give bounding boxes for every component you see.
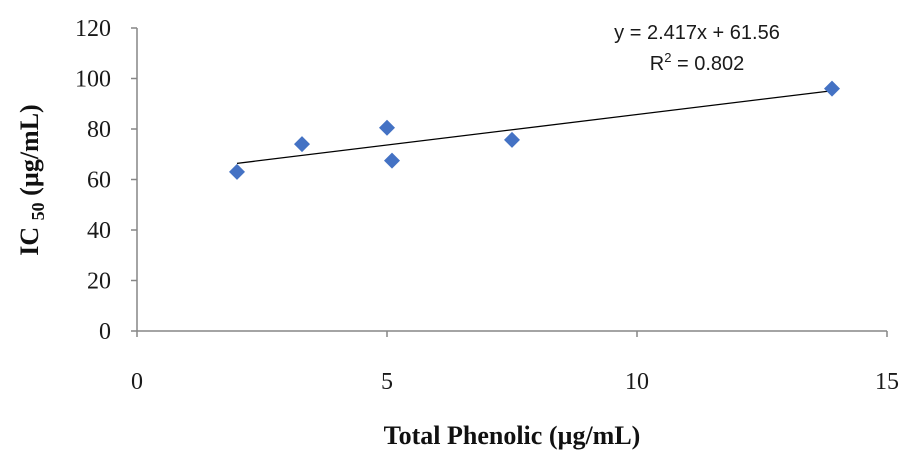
r2-label: R [650,53,664,75]
y-axis-title-subscript: 50 [28,202,48,220]
y-tick-label: 100 [75,67,111,93]
y-ticks: 0 20 40 60 80 100 120 [75,16,137,345]
y-tick-label: 120 [75,16,111,42]
data-points [229,80,840,180]
y-axis-title: IC 50 (µg/mL) [15,104,48,255]
y-tick-label: 0 [99,319,111,345]
plot-area: 0 5 10 15 0 20 40 60 80 100 120 [75,16,899,395]
x-tick-label: 5 [381,369,393,395]
data-point [384,152,400,169]
r2-value: = 0.802 [671,53,744,75]
data-point [229,163,245,180]
trendline-equation: y = 2.417x + 61.56 [614,22,780,44]
x-tick-label: 15 [875,369,899,395]
y-tick-label: 80 [87,117,111,143]
data-point [824,80,840,97]
y-tick-label: 40 [87,218,111,244]
data-point [294,136,310,153]
trendline [236,90,833,165]
y-tick-label: 60 [87,168,111,194]
y-axis-title-main: IC [15,220,44,255]
y-axis-title-unit: (µg/mL) [15,104,44,202]
data-point [504,131,520,148]
x-axis-title: Total Phenolic (µg/mL) [384,421,641,450]
x-tick-label: 0 [131,369,143,395]
x-ticks: 0 5 10 15 [131,331,899,395]
y-tick-label: 20 [87,269,111,295]
x-tick-label: 10 [625,369,649,395]
r2-superscript: 2 [664,50,671,65]
data-point [379,119,395,136]
trendline-r2: R2 = 0.802 [650,50,745,75]
